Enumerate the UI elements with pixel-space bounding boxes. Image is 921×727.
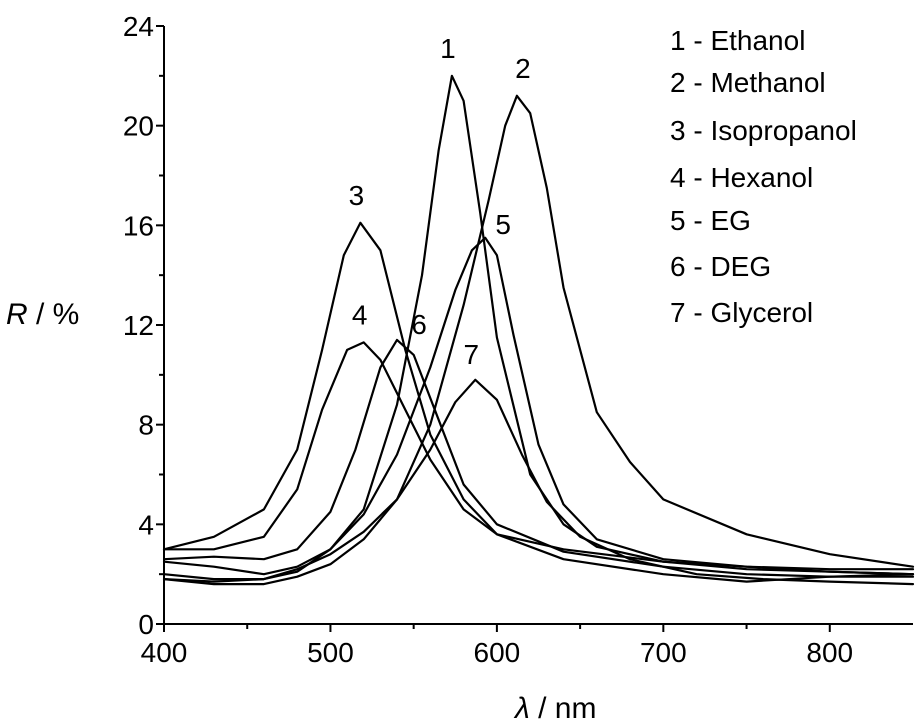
series-peak-label: 4 [352,299,368,330]
curves-layer [162,74,915,586]
legend-entry: 6 - DEG [670,251,771,282]
x-tick-label: 800 [806,637,853,668]
y-tick-label: 24 [123,11,154,42]
series-peak-label: 7 [464,339,480,370]
series-peak-label: 2 [515,53,531,84]
x-axis-label: λ / nm [513,692,596,725]
y-tick-label: 8 [138,410,154,441]
x-tick-label: 700 [640,637,687,668]
series-line-4 [162,341,915,571]
series-line-2 [162,94,915,586]
x-tick-label: 400 [141,637,188,668]
legend-entry: 1 - Ethanol [670,25,805,56]
series-peak-label: 1 [440,33,456,64]
series-peak-label: 6 [411,309,427,340]
series-peak-label: 3 [349,180,365,211]
y-tick-label: 20 [123,111,154,142]
series-line-7 [162,378,915,586]
legend-entry: 3 - Isopropanol [670,115,857,146]
y-tick-label: 4 [138,509,154,540]
y-tick-label: 12 [123,310,154,341]
legend-entry: 7 - Glycerol [670,297,813,328]
series-line-5 [162,236,915,583]
legend-entry: 2 - Methanol [670,67,826,98]
y-tick-label: 0 [138,609,154,640]
series-line-3 [162,221,915,583]
x-tick-label: 600 [474,637,521,668]
x-tick-label: 500 [307,637,354,668]
ticks-layer [156,25,831,632]
legend-entry: 4 - Hexanol [670,162,813,193]
y-tick-label: 16 [123,210,154,241]
series-labels-layer: 1 2 3 4 5 6 7 [349,33,531,370]
legend-entry: 5 - EG [670,205,751,236]
y-axis-label: R / % [6,298,79,331]
series-line-6 [162,338,915,578]
series-peak-label: 5 [495,209,511,240]
legend: 1 - Ethanol 2 - Methanol 3 - Isopropanol… [670,25,857,328]
